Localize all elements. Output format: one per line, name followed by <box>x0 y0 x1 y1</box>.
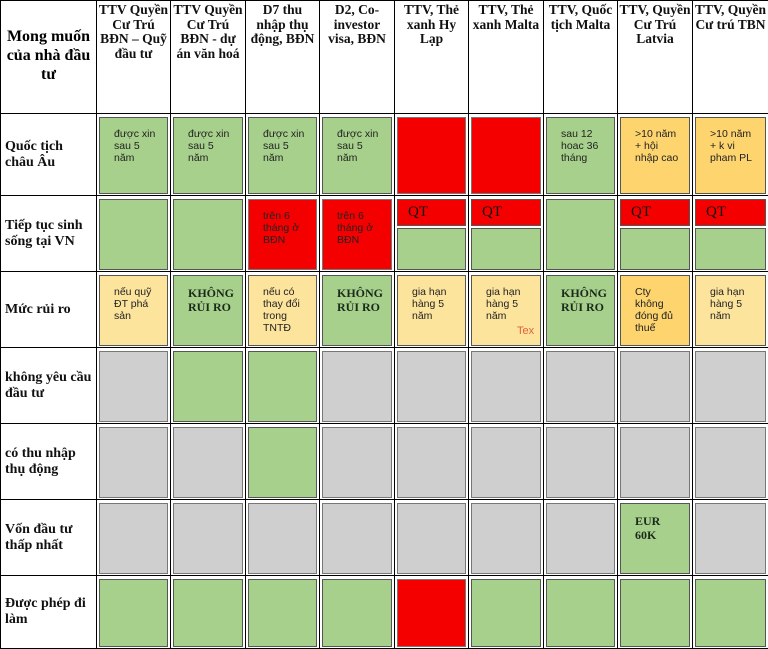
row-header: Được phép đi làm <box>0 575 97 649</box>
column-header: D7 thu nhập thụ động, BĐN <box>245 0 320 114</box>
cell-status-green <box>397 228 466 270</box>
cell-status-gray <box>471 427 541 498</box>
cell-status-yellow: nếu có thay đổi trong TNTĐ <box>248 275 317 346</box>
cell-status-green <box>173 199 243 270</box>
cell-status-gray <box>546 427 615 498</box>
cell-status-gray <box>620 427 690 498</box>
cell-status-red: trên 6 tháng ở BĐN <box>322 199 392 270</box>
cell-status-gray <box>546 351 615 422</box>
corner-header: Mong muốn của nhà đầu tư <box>0 0 97 114</box>
cell-status-green <box>248 351 317 422</box>
cell-status-red: QT <box>620 199 690 226</box>
cell-status-green <box>471 228 541 270</box>
row-header: Vốn đầu tư thấp nhất <box>0 499 97 576</box>
cell-status-orange: >10 năm + k vi pham PL <box>695 117 766 194</box>
cell-status-gray <box>471 503 541 574</box>
cell-status-green <box>546 199 615 270</box>
cell-status-green <box>248 579 317 647</box>
cell-status-green <box>99 199 168 270</box>
row-header: có thu nhập thụ động <box>0 423 97 500</box>
cell-status-gray <box>695 503 766 574</box>
cell-status-green <box>248 427 317 498</box>
cell-status-gray <box>99 503 168 574</box>
cell-status-orange: Cty không đóng đủ thuế <box>620 275 690 346</box>
cell-status-green: được xin sau 5 năm <box>248 117 317 194</box>
cell-status-gray <box>620 351 690 422</box>
cell-status-yellow: nếu quỹ ĐT phá sản <box>99 275 168 346</box>
cell-status-red <box>471 117 541 194</box>
cell-status-gray <box>99 351 168 422</box>
cell-status-green <box>620 228 690 270</box>
cell-status-gray <box>99 427 168 498</box>
cell-status-gray <box>322 351 392 422</box>
cell-status-green <box>99 579 168 647</box>
column-header: TTV, Quyền Cư Trú Latvia <box>617 0 693 114</box>
cell-status-gray <box>695 427 766 498</box>
cell-status-green <box>620 579 690 647</box>
cell-status-green: KHÔNG RỦI RO <box>322 275 392 346</box>
cell-status-gray <box>322 503 392 574</box>
cell-status-yellow: gia hạn hàng 5 năm <box>471 275 541 346</box>
column-header: TTV Quyền Cư Trú BĐN – Quỹ đầu tư <box>96 0 171 114</box>
column-header: TTV, Quyền Cư trú TBN <box>692 0 768 114</box>
row-header: Quốc tịch châu Âu <box>0 113 97 196</box>
column-header: TTV, Quốc tịch Malta <box>543 0 618 114</box>
row-header: không yêu cầu đầu tư <box>0 347 97 424</box>
column-header: TTV, Thẻ xanh Hy Lạp <box>394 0 469 114</box>
cell-status-gray <box>397 427 466 498</box>
cell-status-green: KHÔNG RỦI RO <box>546 275 615 346</box>
cell-status-gray <box>173 503 243 574</box>
column-header: TTV, Thẻ xanh Malta <box>468 0 544 114</box>
cell-status-green <box>695 579 766 647</box>
cell-status-red <box>397 579 466 647</box>
cell-status-green: được xin sau 5 năm <box>322 117 392 194</box>
cell-status-gray <box>248 503 317 574</box>
cell-status-red: QT <box>397 199 466 226</box>
cell-status-green: sau 12 hoac 36 tháng <box>546 117 615 194</box>
cell-status-green: EUR 60K <box>620 503 690 574</box>
cell-status-green <box>471 579 541 647</box>
cell-status-yellow: gia hạn hàng 5 năm <box>695 275 766 346</box>
cell-status-gray <box>322 427 392 498</box>
cell-status-green: được xin sau 5 năm <box>99 117 168 194</box>
cell-status-gray <box>471 351 541 422</box>
cell-status-green <box>546 579 615 647</box>
cell-status-red: QT <box>695 199 766 226</box>
column-header: D2, Co-investor visa, BĐN <box>319 0 395 114</box>
stray-text-label: Tex <box>517 325 535 337</box>
cell-status-green <box>322 579 392 647</box>
cell-status-gray <box>695 351 766 422</box>
cell-status-gray <box>397 503 466 574</box>
cell-status-red <box>397 117 466 194</box>
column-header: TTV Quyền Cư Trú BĐN - dự án văn hoá <box>170 0 246 114</box>
cell-status-green: được xin sau 5 năm <box>173 117 243 194</box>
cell-status-red: trên 6 tháng ở BĐN <box>248 199 317 270</box>
cell-status-green <box>173 351 243 422</box>
cell-status-gray <box>397 351 466 422</box>
cell-status-gray <box>546 503 615 574</box>
cell-status-red: QT <box>471 199 541 226</box>
cell-status-orange: >10 năm + hội nhập cao <box>620 117 690 194</box>
cell-status-yellow: gia hạn hàng 5 năm <box>397 275 466 346</box>
row-header: Mức rủi ro <box>0 271 97 348</box>
cell-status-green <box>695 228 766 270</box>
cell-status-gray <box>173 427 243 498</box>
cell-status-green <box>173 579 243 647</box>
cell-status-green: KHÔNG RỦI RO <box>173 275 243 346</box>
row-header: Tiếp tục sinh sống tại VN <box>0 195 97 272</box>
